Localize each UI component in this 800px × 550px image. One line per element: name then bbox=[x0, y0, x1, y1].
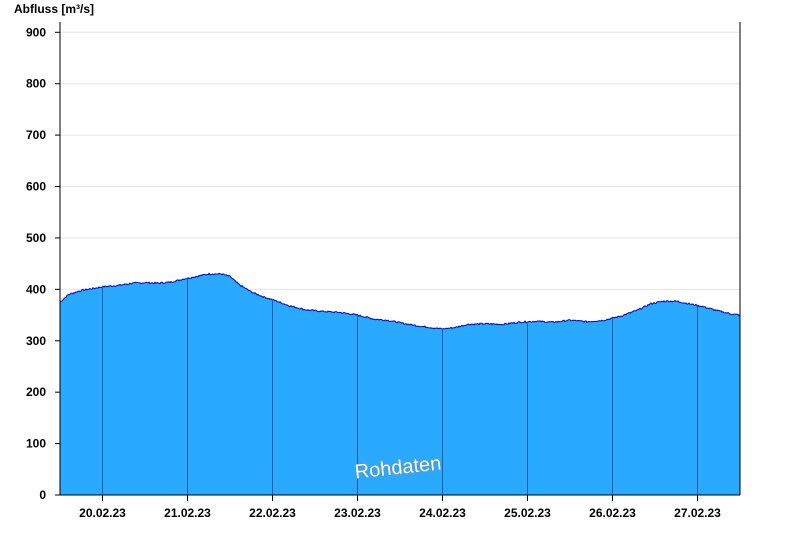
y-axis-label: Abfluss [m³/s] bbox=[14, 2, 94, 16]
y-tick-label: 0 bbox=[39, 488, 46, 502]
y-tick-label: 600 bbox=[26, 180, 46, 194]
y-tick-label: 300 bbox=[26, 334, 46, 348]
y-tick-label: 100 bbox=[26, 437, 46, 451]
y-axis-ticks: 0 100 200 300 400 500 600 700 800 900 bbox=[26, 25, 60, 502]
y-tick-label: 200 bbox=[26, 385, 46, 399]
y-tick-label: 900 bbox=[26, 25, 46, 39]
x-tick-label: 22.02.23 bbox=[249, 506, 296, 520]
y-tick-label: 500 bbox=[26, 231, 46, 245]
x-tick-label: 24.02.23 bbox=[419, 506, 466, 520]
discharge-line bbox=[59, 272, 741, 330]
x-tick-label: 21.02.23 bbox=[164, 506, 211, 520]
x-tick-label: 23.02.23 bbox=[334, 506, 381, 520]
y-tick-label: 800 bbox=[26, 77, 46, 91]
y-tick-label: 700 bbox=[26, 128, 46, 142]
x-tick-label: 27.02.23 bbox=[674, 506, 721, 520]
x-tick-label: 26.02.23 bbox=[589, 506, 636, 520]
y-tick-label: 400 bbox=[26, 282, 46, 296]
x-tick-label: 20.02.23 bbox=[79, 506, 126, 520]
discharge-area bbox=[60, 273, 740, 495]
x-tick-label: 25.02.23 bbox=[504, 506, 551, 520]
x-axis-ticks: 20.02.23 21.02.23 22.02.23 23.02.23 24.02.23… bbox=[79, 495, 721, 520]
day-separators bbox=[102, 277, 698, 495]
